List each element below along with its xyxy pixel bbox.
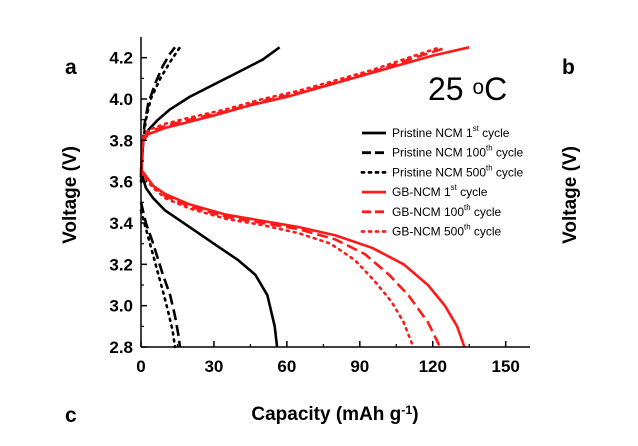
series-2-charge-curve (139, 46, 177, 178)
plot-area (139, 46, 470, 349)
series-5-discharge-curve (140, 170, 442, 348)
y-axis-title: Voltage (V) (60, 146, 81, 244)
series-6-discharge-curve (139, 172, 415, 349)
y-tick-label: 3.0 (109, 297, 133, 316)
x-tick-label: 60 (277, 357, 296, 376)
x-tick-label: 90 (350, 357, 369, 376)
temperature-annotation: 25 oC (428, 71, 507, 107)
series-2-discharge-curve (139, 202, 182, 348)
panel-label-c: c (65, 404, 77, 427)
legend-label-6: GB-NCM 500th cycle (392, 223, 502, 239)
y-tick-label: 4.2 (109, 49, 133, 68)
y-tick-label: 3.8 (109, 131, 133, 150)
panel-label-a: a (65, 56, 77, 79)
panel-label-b: b (562, 56, 575, 79)
y-axis-title-right: Voltage (V) (560, 146, 581, 244)
series-6-charge-curve (139, 46, 442, 175)
y-tick-label: 3.4 (109, 214, 133, 233)
y-tick-label: 3.6 (109, 173, 133, 192)
x-tick-label: 0 (136, 357, 145, 376)
labels: 25 oC Capacity (mAh g-1) Voltage (V) Voltag… (60, 56, 581, 427)
series-3-discharge-curve (139, 209, 177, 349)
legend-label-1: Pristine NCM 1st cycle (392, 124, 510, 140)
legend-label-5: GB-NCM 100th cycle (392, 203, 502, 219)
legend-label-4: GB-NCM 1st cycle (392, 183, 488, 199)
x-axis-title: Capacity (mAh g-1) (251, 403, 418, 425)
x-tick-label: 30 (204, 357, 223, 376)
series-3-charge-curve (139, 46, 182, 183)
x-tick-label: 120 (419, 357, 447, 376)
legend-label-3: Pristine NCM 500th cycle (392, 163, 524, 179)
y-tick-label: 2.8 (109, 338, 133, 357)
legend-label-2: Pristine NCM 100th cycle (392, 144, 524, 160)
legend: Pristine NCM 1st cycle Pristine NCM 100th… (360, 124, 524, 239)
y-tick-label: 4.0 (109, 90, 133, 109)
y-tick-label: 3.2 (109, 255, 133, 274)
axes: 0 30 60 90 120 150 2.8 3.0 3.2 3.4 3.6 3.8 4.0 4.2 (109, 37, 530, 376)
series-4-discharge-curve (139, 168, 466, 348)
series-1-discharge-curve (139, 170, 279, 348)
x-tick-label: 150 (492, 357, 520, 376)
